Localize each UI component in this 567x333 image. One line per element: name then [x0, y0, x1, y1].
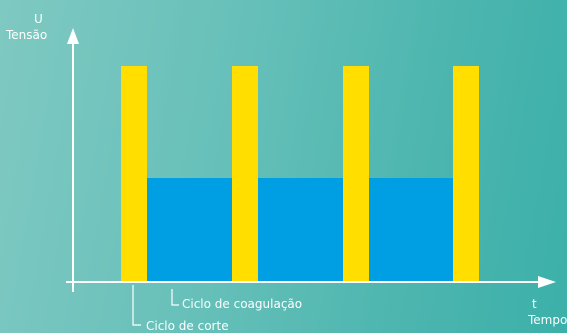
x-axis-label: Tempo	[527, 313, 567, 327]
coag-pulse-3	[369, 178, 453, 281]
coag-pulse-2	[258, 178, 343, 281]
cut-pulse-1	[121, 66, 147, 281]
coag-callout-label: Ciclo de coagulação	[182, 297, 302, 311]
x-axis-arrowhead	[538, 276, 556, 288]
coag-callout-line	[171, 289, 179, 306]
cut-pulse-3	[343, 66, 369, 281]
y-axis-arrowhead	[67, 28, 79, 44]
x-axis-symbol: t	[532, 297, 537, 311]
cut-pulse-4	[453, 66, 479, 281]
cut-callout-line	[132, 285, 141, 326]
cut-callout-label: Ciclo de corte	[146, 319, 229, 333]
y-axis-symbol: U	[34, 12, 43, 26]
y-axis-label: Tensão	[5, 28, 47, 42]
coag-pulse-1	[147, 178, 232, 281]
cut-pulse-2	[232, 66, 258, 281]
